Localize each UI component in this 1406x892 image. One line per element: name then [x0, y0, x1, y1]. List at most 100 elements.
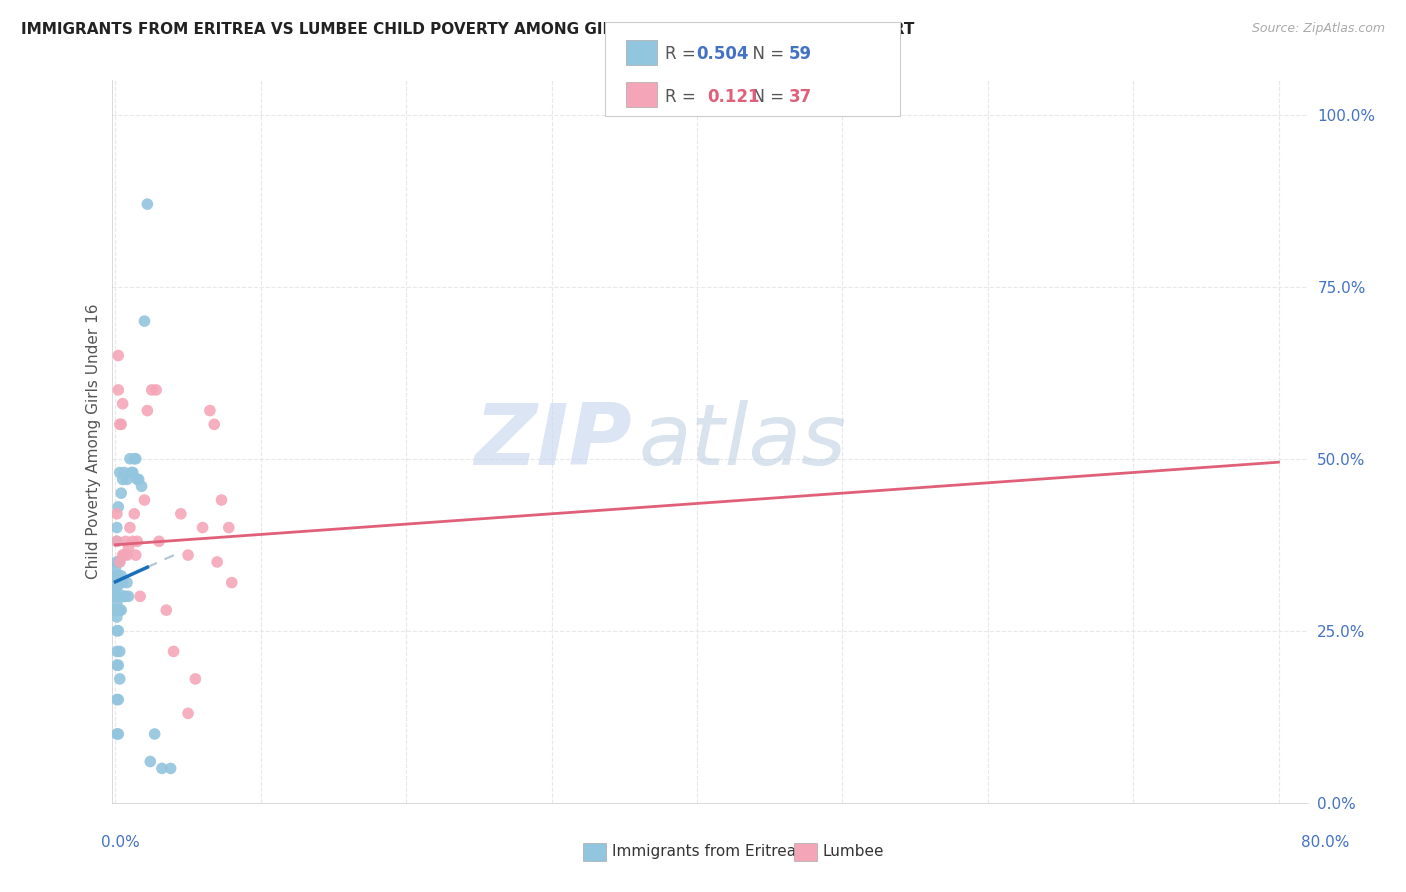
- Point: [125, 548, 148, 562]
- Point: [159, 761, 181, 775]
- Point: [148, 534, 170, 549]
- Point: [104, 603, 127, 617]
- Text: R =: R =: [665, 45, 702, 63]
- Point: [129, 590, 152, 604]
- Point: [110, 603, 132, 617]
- Text: 0.0%: 0.0%: [101, 836, 141, 850]
- Point: [108, 555, 131, 569]
- Point: [177, 706, 200, 721]
- Point: [112, 466, 135, 480]
- Text: 80.0%: 80.0%: [1302, 836, 1350, 850]
- Text: 0.121: 0.121: [707, 87, 759, 105]
- Point: [170, 507, 193, 521]
- Text: IMMIGRANTS FROM ERITREA VS LUMBEE CHILD POVERTY AMONG GIRLS UNDER 16 CORRELATION: IMMIGRANTS FROM ERITREA VS LUMBEE CHILD …: [21, 22, 914, 37]
- Point: [104, 582, 127, 597]
- Text: atlas: atlas: [638, 400, 846, 483]
- Point: [105, 727, 128, 741]
- Point: [205, 555, 228, 569]
- Point: [107, 727, 129, 741]
- Point: [112, 590, 135, 604]
- Point: [107, 555, 129, 569]
- Point: [107, 692, 129, 706]
- Point: [105, 644, 128, 658]
- Point: [111, 472, 134, 486]
- Text: R =: R =: [665, 87, 706, 105]
- Point: [115, 472, 138, 486]
- Point: [139, 755, 162, 769]
- Point: [105, 658, 128, 673]
- Point: [211, 493, 233, 508]
- Point: [141, 383, 163, 397]
- Point: [118, 451, 141, 466]
- Text: 59: 59: [789, 45, 811, 63]
- Point: [218, 520, 240, 534]
- Point: [105, 520, 128, 534]
- Point: [108, 672, 131, 686]
- Text: Immigrants from Eritrea: Immigrants from Eritrea: [612, 845, 796, 859]
- Point: [155, 603, 177, 617]
- Point: [177, 548, 200, 562]
- Text: Source: ZipAtlas.com: Source: ZipAtlas.com: [1251, 22, 1385, 36]
- Point: [111, 548, 134, 562]
- Point: [121, 534, 143, 549]
- Point: [191, 520, 214, 534]
- Point: [104, 575, 127, 590]
- Point: [118, 520, 141, 534]
- Point: [105, 568, 128, 582]
- Point: [108, 466, 131, 480]
- Point: [110, 568, 132, 582]
- Point: [108, 417, 131, 432]
- Point: [127, 534, 149, 549]
- Point: [121, 466, 143, 480]
- Point: [131, 479, 153, 493]
- Point: [107, 383, 129, 397]
- Point: [111, 575, 134, 590]
- Point: [198, 403, 221, 417]
- Point: [105, 534, 128, 549]
- Point: [221, 575, 243, 590]
- Point: [202, 417, 225, 432]
- Point: [136, 197, 159, 211]
- Point: [108, 555, 131, 569]
- Point: [111, 397, 134, 411]
- Text: N =: N =: [742, 87, 790, 105]
- Point: [128, 472, 150, 486]
- Point: [112, 548, 135, 562]
- Point: [104, 590, 127, 604]
- Y-axis label: Child Poverty Among Girls Under 16: Child Poverty Among Girls Under 16: [86, 304, 101, 579]
- Point: [105, 624, 128, 638]
- Point: [105, 692, 128, 706]
- Point: [110, 486, 132, 500]
- Point: [145, 383, 167, 397]
- Point: [107, 568, 129, 582]
- Point: [162, 644, 184, 658]
- Point: [104, 562, 127, 576]
- Point: [107, 590, 129, 604]
- Point: [114, 534, 136, 549]
- Point: [124, 451, 146, 466]
- Point: [107, 624, 129, 638]
- Point: [114, 590, 136, 604]
- Point: [105, 582, 128, 597]
- Point: [110, 417, 132, 432]
- Point: [134, 314, 156, 328]
- Text: Lumbee: Lumbee: [823, 845, 884, 859]
- Point: [111, 590, 134, 604]
- Point: [120, 466, 142, 480]
- Point: [117, 590, 139, 604]
- Point: [150, 761, 173, 775]
- Point: [105, 596, 128, 610]
- Point: [105, 555, 128, 569]
- Point: [115, 575, 138, 590]
- Point: [134, 493, 156, 508]
- Point: [105, 507, 128, 521]
- Point: [107, 658, 129, 673]
- Point: [184, 672, 207, 686]
- Point: [107, 603, 129, 617]
- Point: [117, 541, 139, 556]
- Point: [107, 349, 129, 363]
- Point: [115, 548, 138, 562]
- Text: ZIP: ZIP: [475, 400, 633, 483]
- Point: [110, 590, 132, 604]
- Text: N =: N =: [742, 45, 790, 63]
